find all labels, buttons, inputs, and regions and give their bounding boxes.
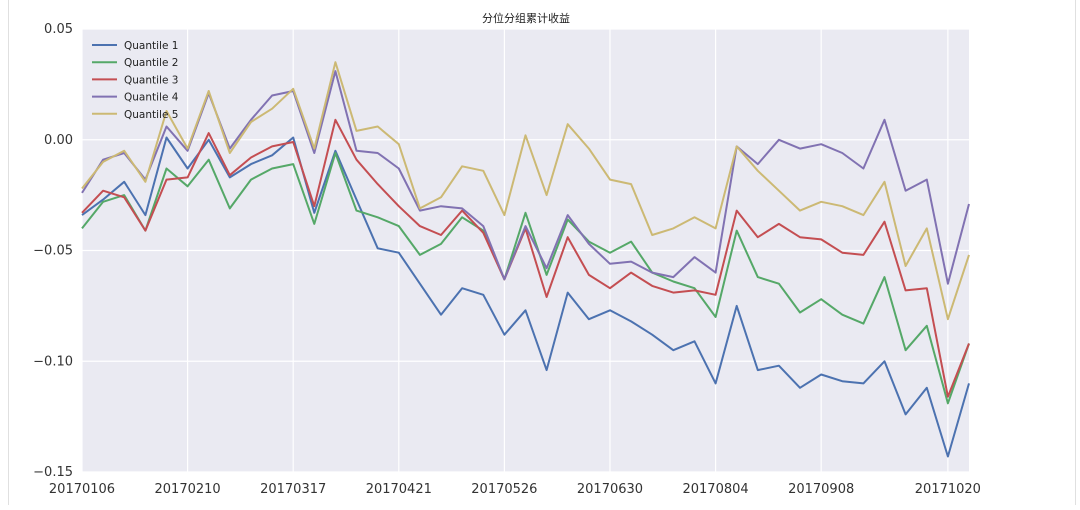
figure-frame (8, 0, 1076, 505)
y-tick-label: −0.05 (33, 244, 73, 259)
series-line-quantile-2 (81, 152, 970, 405)
x-tick-label: 20170526 (471, 482, 537, 497)
y-axis-tick-labels: 0.05 0.00 −0.05 −0.10 −0.15 (33, 22, 73, 480)
series-line-quantile-1 (81, 136, 970, 458)
x-tick-label: 20170106 (49, 482, 115, 497)
legend-label: Quantile 5 (124, 109, 178, 121)
legend-label: Quantile 2 (124, 57, 178, 69)
x-tick-label: 20170421 (366, 482, 432, 497)
x-tick-label: 20170317 (260, 482, 326, 497)
x-tick-label: 20170804 (682, 482, 748, 497)
y-tick-label: −0.15 (33, 465, 73, 480)
y-tick-label: 0.05 (44, 22, 73, 37)
x-tick-label: 20171020 (915, 482, 981, 497)
legend-label: Quantile 4 (124, 92, 179, 104)
x-tick-label: 20170630 (577, 482, 643, 497)
chart-title: 分位分组累计收益 (482, 11, 570, 25)
grid-lines (81, 28, 969, 473)
legend-label: Quantile 1 (124, 40, 178, 52)
series-lines (81, 61, 970, 458)
legend: Quantile 1 Quantile 2 Quantile 3 Quantile 4… (92, 40, 179, 121)
x-tick-label: 20170908 (788, 482, 854, 497)
series-line-quantile-4 (81, 70, 970, 285)
x-tick-label: 20170210 (155, 482, 221, 497)
y-tick-label: 0.00 (44, 133, 73, 148)
legend-label: Quantile 3 (124, 74, 178, 86)
y-tick-label: −0.10 (33, 354, 73, 369)
series-line-quantile-5 (81, 61, 970, 321)
x-axis-tick-labels: 20170106 20170210 20170317 20170421 20170526… (49, 482, 981, 497)
